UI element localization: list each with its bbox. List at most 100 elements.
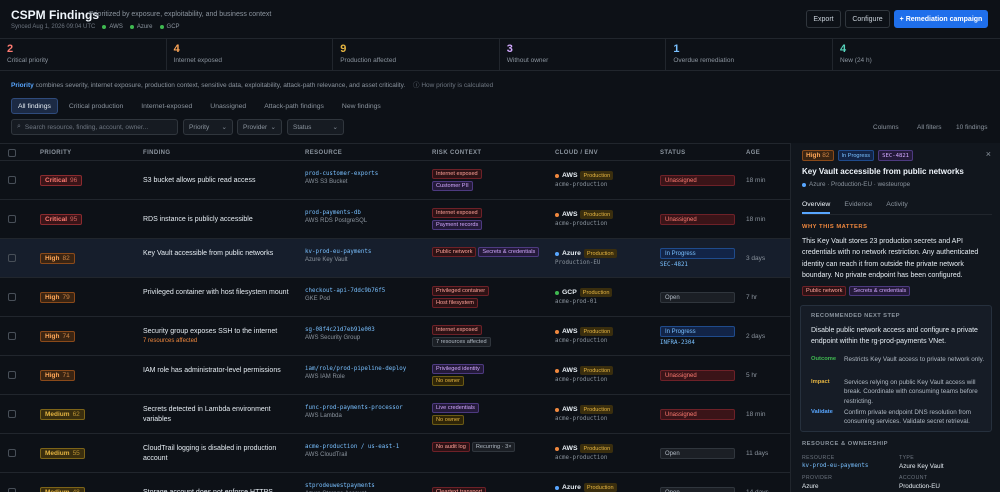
ticket-link[interactable]: INFRA-2304 [660, 340, 695, 346]
status-badge[interactable]: In Progress [660, 326, 735, 337]
resource-cell[interactable]: kv-prod-eu-payments Azure Key Vault [305, 249, 425, 263]
select-all-checkbox[interactable] [8, 149, 16, 157]
finding-title[interactable]: Storage account does not enforce HTTPS [143, 488, 293, 492]
risk-tag: Public network [432, 247, 477, 257]
resource-cell[interactable]: func-prod-payments-processor AWS Lambda [305, 405, 425, 419]
status-badge[interactable]: Unassigned [660, 409, 735, 420]
search-input[interactable] [24, 123, 170, 131]
resource-cell[interactable]: sg-08f4c21d7eb91e003 AWS Security Group [305, 327, 425, 341]
resource-value[interactable]: kv-prod-eu-payments [802, 463, 869, 469]
resource-id[interactable]: iam/role/prod-pipeline-deploy [305, 366, 407, 372]
status-badge[interactable]: Unassigned [660, 370, 735, 381]
tab-unassigned[interactable]: Unassigned [210, 102, 247, 110]
finding-title[interactable]: S3 bucket allows public read access [143, 177, 256, 184]
tab-new-findings[interactable]: New findings [341, 102, 381, 110]
remediation-campaign-button[interactable]: + Remediation campaign [894, 10, 988, 28]
resource-cell[interactable]: prod-customer-exports AWS S3 Bucket [305, 171, 425, 185]
resource-cell[interactable]: prod-payments-db AWS RDS PostgreSQL [305, 210, 425, 224]
resource-cell[interactable]: acme-production / us-east-1 AWS CloudTrai… [305, 444, 425, 458]
resource-id[interactable]: checkout-api-7ddc9b76f5 [305, 288, 386, 294]
row-checkbox[interactable] [8, 176, 16, 184]
finding-title[interactable]: Privileged container with host filesyste… [143, 289, 289, 296]
tab-critical-production[interactable]: Critical production [68, 102, 124, 110]
cloud-dot-icon [555, 368, 559, 373]
all-filters-button[interactable]: All filters [917, 123, 942, 131]
col-finding[interactable]: FINDING [143, 150, 171, 156]
finding-title[interactable]: CloudTrail logging is disabled in produc… [143, 445, 277, 462]
col-priority[interactable]: PRIORITY [40, 150, 72, 156]
stat-overdue[interactable]: 1 Overdue remediation [666, 39, 833, 70]
status-badge[interactable]: Open [660, 487, 735, 492]
col-resource[interactable]: RESOURCE [305, 150, 343, 156]
resource-cell[interactable]: checkout-api-7ddc9b76f5 GKE Pod [305, 288, 425, 302]
status-filter[interactable]: Status ⌄ [287, 119, 344, 135]
ticket-link[interactable]: SEC-4821 [660, 262, 688, 268]
panel-tab-overview[interactable]: Overview [802, 198, 831, 214]
panel-tab-activity[interactable]: Activity [886, 201, 908, 208]
col-risk-context[interactable]: RISK CONTEXT [432, 150, 482, 156]
tab-attack-path[interactable]: Attack-path findings [264, 102, 324, 110]
finding-title[interactable]: RDS instance is publicly accessible [143, 216, 253, 223]
status-badge[interactable]: Unassigned [660, 214, 735, 225]
finding-title[interactable]: Secrets detected in Lambda environment v… [143, 406, 271, 423]
resource-cell[interactable]: iam/role/prod-pipeline-deploy AWS IAM Rol… [305, 366, 425, 380]
table-row[interactable]: High 74 Security group exposes SSH to the … [0, 317, 790, 356]
resource-id[interactable]: sg-08f4c21d7eb91e003 [305, 327, 375, 333]
columns-button[interactable]: Columns [873, 123, 899, 131]
resource-id[interactable]: prod-payments-db [305, 210, 361, 216]
resource-cell[interactable]: stprodeuwestpaymentsAzure Storage Accoun… [305, 483, 425, 492]
status-badge[interactable]: In Progress [660, 248, 735, 259]
row-checkbox[interactable] [8, 488, 16, 492]
table-row[interactable]: Critical 96 S3 bucket allows public read a… [0, 161, 790, 200]
chevron-down-icon: ⌄ [221, 124, 227, 131]
table-row[interactable]: Critical 95 RDS instance is publicly acces… [0, 200, 790, 239]
resource-id[interactable]: kv-prod-eu-payments [305, 249, 372, 255]
finding-title[interactable]: IAM role has administrator-level permiss… [143, 367, 281, 374]
row-checkbox[interactable] [8, 449, 16, 457]
panel-tab-evidence[interactable]: Evidence [844, 201, 873, 208]
table-row[interactable]: High 71 IAM role has administrator-level p… [0, 356, 790, 395]
row-checkbox[interactable] [8, 410, 16, 418]
stat-internet-exposed[interactable]: 4 Internet exposed [167, 39, 334, 70]
col-status[interactable]: STATUS [660, 150, 686, 156]
tab-all-findings[interactable]: All findings [11, 98, 58, 114]
outcome-label: Outcome [811, 356, 837, 362]
row-checkbox[interactable] [8, 371, 16, 379]
tab-internet-exposed[interactable]: Internet-exposed [141, 102, 193, 110]
resource-id[interactable]: stprodeuwestpayments [305, 483, 375, 489]
close-icon[interactable]: × [985, 149, 991, 159]
stat-production-affected[interactable]: 9 Production affected [333, 39, 500, 70]
col-age[interactable]: AGE [746, 150, 761, 156]
status-badge[interactable]: Unassigned [660, 175, 735, 186]
table-row[interactable]: Medium 62 Secrets detected in Lambda envir… [0, 395, 790, 434]
resource-id[interactable]: acme-production / us-east-1 [305, 444, 400, 450]
status-badge[interactable]: Open [660, 448, 735, 459]
row-checkbox[interactable] [8, 332, 16, 340]
finding-title[interactable]: Security group exposes SSH to the intern… [143, 327, 293, 346]
status-badge[interactable]: Open [660, 292, 735, 303]
resource-type: Azure Key Vault [305, 257, 348, 263]
row-checkbox[interactable] [8, 254, 16, 262]
table-row[interactable]: High 79 Privileged container with host fil… [0, 278, 790, 317]
panel-ticket-link[interactable]: SEC-4821 [878, 150, 914, 161]
col-cloud-env[interactable]: CLOUD / ENV [555, 150, 599, 156]
table-row[interactable]: Medium48 Storage account does not enforce… [0, 473, 790, 492]
table-row[interactable]: Medium 55 CloudTrail logging is disabled i… [0, 434, 790, 473]
finding-tabs: All findings Critical production Interne… [11, 98, 388, 114]
row-checkbox[interactable] [8, 215, 16, 223]
resource-id[interactable]: func-prod-payments-processor [305, 405, 403, 411]
env-badge: Production [580, 444, 614, 453]
table-row[interactable]: High 82 Key Vault accessible from public n… [0, 239, 790, 278]
stat-new[interactable]: 4 New (24 h) [839, 43, 872, 64]
finding-title[interactable]: Key Vault accessible from public network… [143, 250, 274, 257]
priority-filter[interactable]: Priority ⌄ [183, 119, 233, 135]
row-checkbox[interactable] [8, 293, 16, 301]
panel-status-badge[interactable]: In Progress [837, 150, 875, 161]
configure-button[interactable]: Configure [845, 10, 890, 28]
provider-filter[interactable]: Provider ⌄ [237, 119, 282, 135]
export-button[interactable]: Export [806, 10, 841, 28]
how-priority-link[interactable]: ⓘ How priority is calculated [413, 82, 494, 89]
stat-critical[interactable]: 2 Critical priority [0, 39, 167, 70]
resource-id[interactable]: prod-customer-exports [305, 171, 379, 177]
stat-without-owner[interactable]: 3 Without owner [500, 39, 667, 70]
